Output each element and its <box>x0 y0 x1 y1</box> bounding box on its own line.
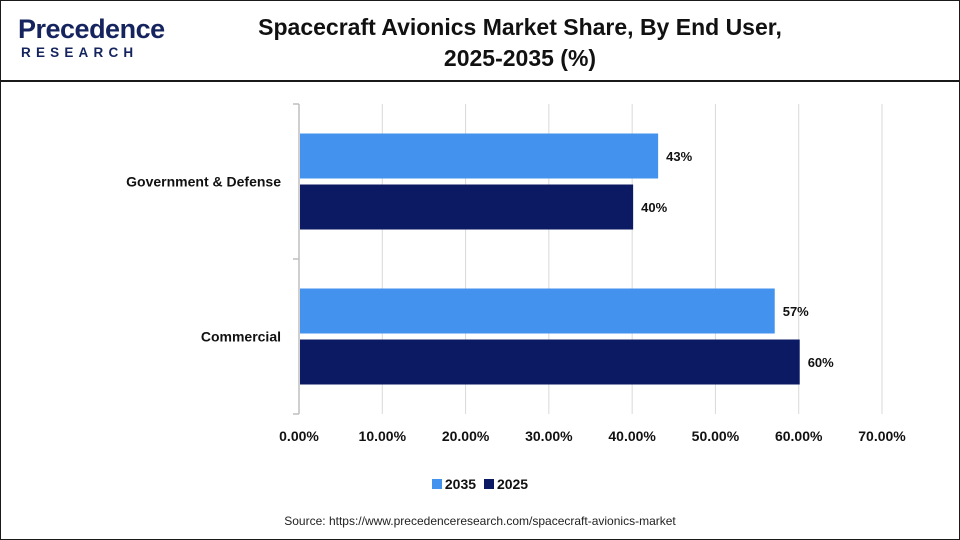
x-tick-label: 10.00% <box>359 428 407 444</box>
data-label: 40% <box>641 200 667 215</box>
chart-title-line1: Spacecraft Avionics Market Share, By End… <box>258 14 782 40</box>
legend-swatch-2035 <box>431 479 442 489</box>
bar-2035-1 <box>300 133 659 179</box>
x-tick-label: 0.00% <box>279 428 319 444</box>
chart-title-line2: 2025-2035 (%) <box>443 45 597 71</box>
logo-subtitle: RESEARCH <box>21 45 139 60</box>
data-label: 57% <box>783 304 809 319</box>
x-tick-label: 70.00% <box>858 428 906 444</box>
logo-wordmark: Precedence <box>18 14 165 44</box>
source-note: Source: https://www.precedenceresearch.c… <box>284 514 676 528</box>
x-tick-label: 40.00% <box>608 428 656 444</box>
header: Precedence RESEARCH Spacecraft Avionics … <box>0 0 960 82</box>
chart-title: Spacecraft Avionics Market Share, By End… <box>200 12 840 74</box>
x-tick-label: 20.00% <box>442 428 490 444</box>
bar-2025-2 <box>300 339 800 385</box>
bar-2035-2 <box>300 288 775 334</box>
legend-label-2025: 2025 <box>496 476 529 492</box>
x-tick-label: 50.00% <box>692 428 740 444</box>
category-label: Commercial <box>201 329 281 345</box>
x-tick-label: 60.00% <box>775 428 823 444</box>
legend-item-2035: 2035 <box>431 476 477 492</box>
x-tick-label: 30.00% <box>525 428 573 444</box>
bar-2025-1 <box>300 184 634 230</box>
data-label: 43% <box>666 149 692 164</box>
legend-label-2035: 2035 <box>444 476 477 492</box>
legend-item-2025: 2025 <box>483 476 529 492</box>
bar-chart: 43% 40% Government & Defense 57% 60% Commerci… <box>126 103 906 444</box>
precedence-research-logo: Precedence RESEARCH <box>18 14 168 64</box>
category-label: Government & Defense <box>126 174 281 190</box>
data-label: 60% <box>808 355 834 370</box>
legend: 2035 2025 <box>0 476 960 492</box>
legend-swatch-2025 <box>483 479 494 489</box>
